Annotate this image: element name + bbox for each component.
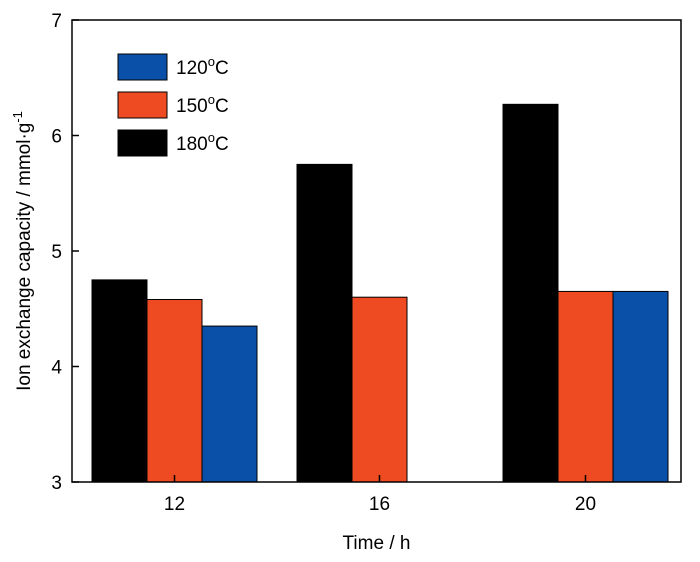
legend-swatch [117, 91, 168, 119]
y-axis: 3 4 5 6 7 [51, 11, 79, 494]
bar-16-150c [351, 296, 408, 483]
bar-12-120c [201, 325, 258, 483]
bar-20-180c [502, 103, 559, 483]
bar-20-150c [557, 290, 614, 483]
bar-12-150c [146, 299, 203, 483]
legend-swatch [117, 53, 168, 81]
legend-label: 180oC [176, 130, 229, 155]
y-tick-label: 3 [51, 473, 62, 494]
y-tick-label: 7 [51, 11, 62, 32]
bar-12-180c [91, 279, 148, 483]
x-axis: 12 16 20 [164, 475, 596, 515]
x-axis-title: Time / h [343, 533, 411, 554]
bars-layer [91, 103, 669, 483]
legend-label: 120oC [176, 54, 229, 79]
y-tick-label: 6 [51, 127, 62, 148]
y-axis-title: Ion exchange capacity / mmol·g-1 [10, 111, 35, 391]
bar-16-180c [296, 163, 353, 483]
x-tick-label: 12 [164, 494, 185, 515]
y-tick-label: 4 [51, 358, 62, 379]
bar-20-120c [612, 290, 669, 483]
y-tick-label: 5 [51, 242, 62, 263]
legend-swatch [117, 129, 168, 157]
legend-label: 150oC [176, 92, 229, 117]
x-tick-label: 16 [369, 494, 390, 515]
legend: 120oC 150oC 180oC [117, 53, 229, 157]
x-tick-label: 20 [575, 494, 596, 515]
